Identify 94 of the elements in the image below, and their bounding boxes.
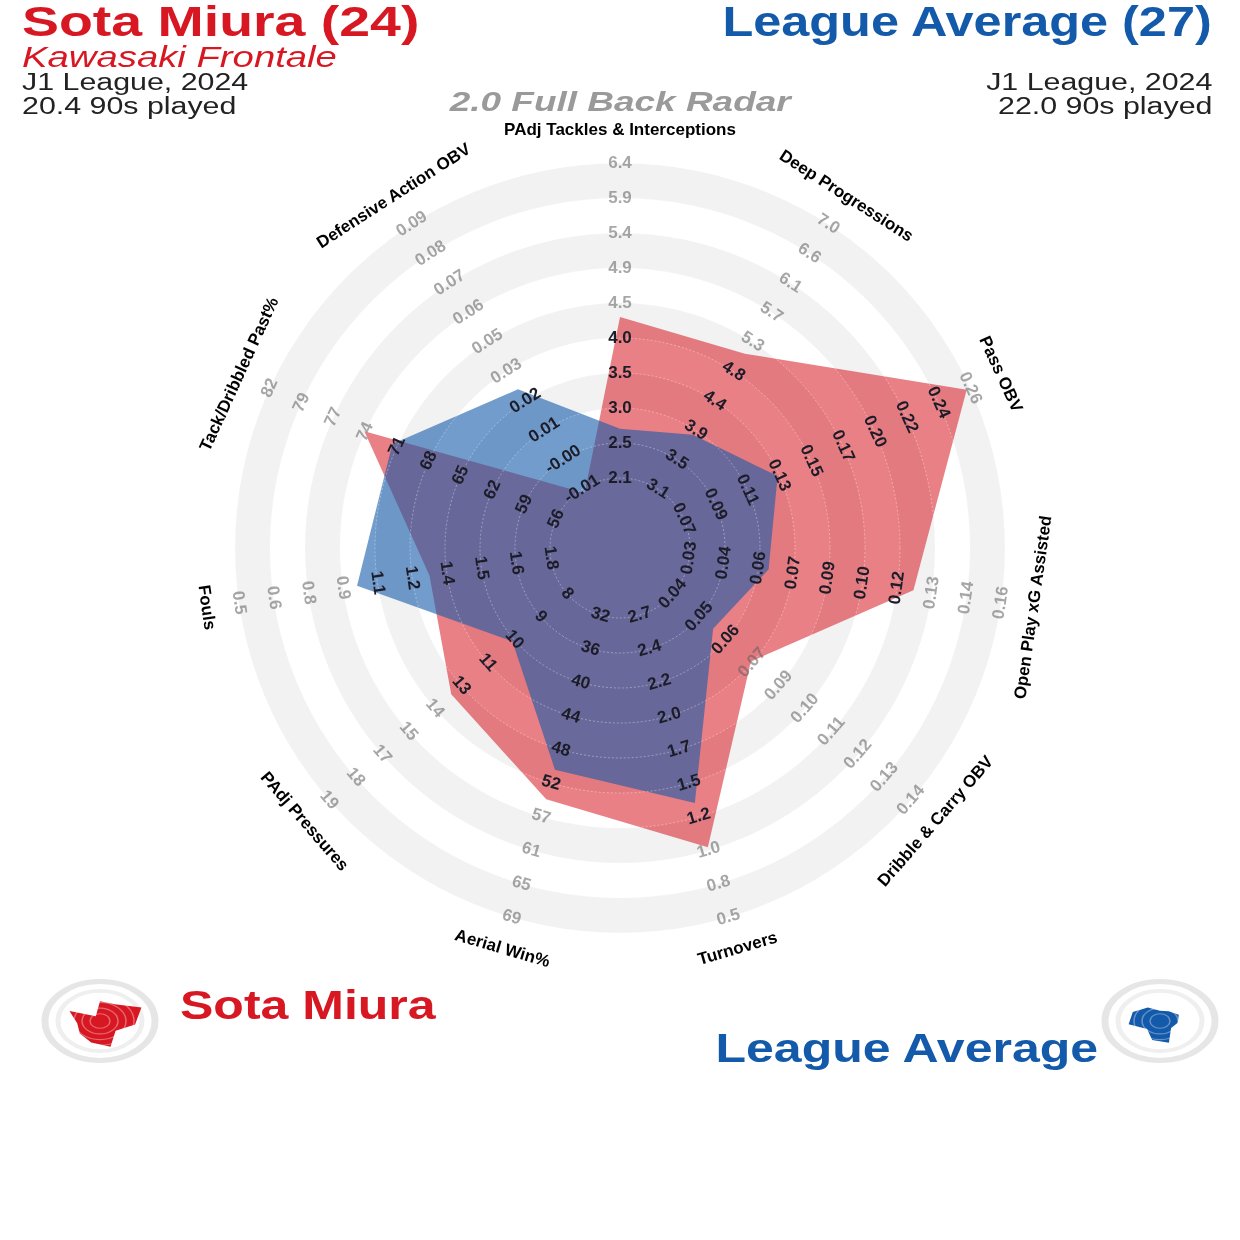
text: 62: [479, 476, 505, 503]
text: 0.04: [711, 545, 735, 581]
text: 0.06: [746, 550, 770, 586]
spoke-label: Fouls: [194, 583, 220, 632]
text: 0.11: [732, 470, 764, 509]
text: 74: [351, 418, 378, 444]
text: 61: [519, 837, 544, 862]
text: 56: [543, 506, 569, 532]
text: 77: [320, 404, 346, 430]
text: 1.2: [401, 564, 425, 591]
text: 2.4: [635, 635, 664, 661]
text: 57: [529, 804, 554, 828]
text: 32: [588, 602, 613, 627]
text: 10: [501, 625, 529, 653]
text: 65: [509, 871, 534, 895]
text: 13: [448, 671, 476, 699]
text: 48: [549, 736, 573, 761]
text: 11: [475, 649, 502, 676]
text: 52: [539, 770, 563, 795]
text: 2.0: [655, 702, 684, 728]
text: 0.9: [332, 574, 355, 601]
text: 79: [288, 389, 314, 415]
text: 0.14: [953, 579, 978, 616]
text: 0.6: [263, 584, 286, 611]
text: 3.9: [681, 415, 712, 444]
text: 2.2: [645, 669, 674, 694]
text: 0.07: [780, 555, 805, 591]
text: 1.0: [694, 837, 723, 862]
text: 14: [422, 694, 449, 722]
text: 6.1: [775, 267, 806, 297]
chart-title: 2.0 Full Back Radar: [449, 86, 791, 118]
text: 0.20: [859, 412, 891, 451]
text: 3.0: [608, 397, 632, 417]
text: 0.03: [676, 540, 701, 576]
text: 9: [530, 606, 552, 627]
text: 0.09: [815, 560, 839, 596]
text: 1.5: [674, 769, 703, 795]
text: J1 League, 2024: [22, 69, 249, 95]
text: League Average (27): [722, 0, 1212, 45]
text: 5.7: [756, 297, 787, 327]
text: 1.6: [505, 549, 528, 576]
text: 44: [559, 703, 583, 727]
text: 3.5: [608, 362, 632, 382]
text: 0.09: [700, 485, 732, 524]
text: 15: [395, 717, 423, 745]
spoke-label: Open Play xG Assisted: [1010, 514, 1056, 701]
text: 6.6: [794, 238, 825, 268]
text: 4.5: [608, 292, 632, 312]
text: 1.5: [471, 554, 494, 581]
text: 1.8: [540, 544, 563, 571]
text: 82: [256, 375, 282, 401]
text: 2.1: [608, 467, 632, 487]
text: 71: [383, 433, 409, 459]
text: 0.10: [849, 565, 874, 601]
text: 8: [557, 583, 578, 604]
text: 5.9: [608, 187, 632, 207]
text: 0.13: [764, 455, 796, 494]
text: League Average: [715, 1026, 1098, 1070]
text: 4.9: [608, 257, 632, 277]
legend-label: Sota Miura: [180, 983, 436, 1027]
text: 40: [569, 669, 593, 694]
text: 0.22: [891, 397, 923, 436]
text: 0.16: [988, 584, 1013, 621]
text: 0.17: [828, 426, 860, 465]
text: 0.12: [884, 570, 909, 606]
text: 2.7: [625, 601, 654, 627]
text: 1.2: [684, 803, 713, 829]
text: 0.8: [297, 579, 321, 606]
text: 4.4: [699, 385, 731, 415]
text: 1.4: [436, 559, 459, 586]
text: 0.13: [919, 575, 943, 611]
text: 18: [342, 763, 370, 791]
text: 65: [447, 462, 473, 488]
text: 17: [369, 740, 396, 768]
text: 0.11: [813, 712, 849, 750]
text: 5.3: [737, 326, 768, 356]
text: 68: [415, 447, 441, 473]
text: 6.4: [608, 152, 632, 172]
text: 5.4: [608, 222, 632, 242]
text: 59: [511, 491, 537, 517]
text: 0.26: [955, 368, 987, 407]
text: 2.5: [608, 432, 632, 452]
text: 0.5: [228, 589, 251, 616]
text: 1.7: [664, 736, 693, 762]
spoke-label: PAdj Tackles & Interceptions: [504, 119, 736, 139]
text: 0.8: [704, 870, 733, 896]
text: 0.5: [714, 904, 743, 930]
text: J1 League, 2024: [985, 69, 1212, 95]
text: 0.15: [796, 441, 828, 480]
text: 0.24: [923, 383, 955, 422]
text: 3.5: [662, 444, 693, 474]
text: 4.8: [718, 356, 750, 386]
text: 36: [578, 636, 603, 660]
text: 1.1: [367, 569, 390, 596]
